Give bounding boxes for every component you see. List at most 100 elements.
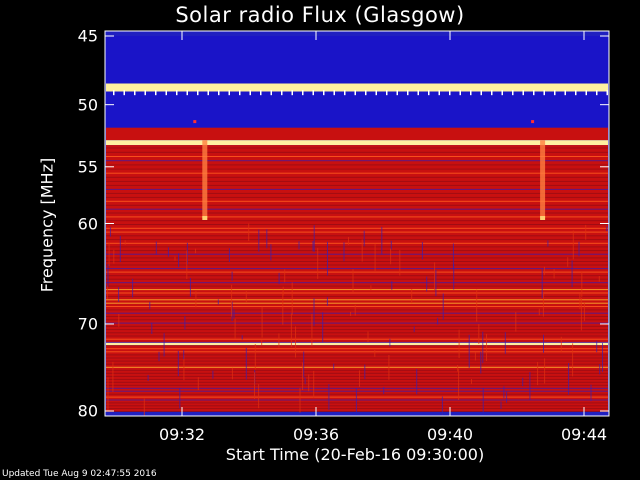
spectrum-line — [106, 227, 608, 229]
noise-streak — [147, 374, 149, 381]
band-tick — [144, 90, 146, 96]
noise-streak — [177, 350, 179, 377]
noise-streak — [441, 396, 443, 416]
noise-streak — [579, 293, 581, 310]
burst-spot — [531, 120, 535, 124]
noise-streak — [245, 347, 247, 380]
x-axis-label: Start Time (20-Feb-16 09:30:00) — [225, 445, 485, 464]
noise-streak — [231, 271, 233, 281]
noise-streak — [442, 293, 444, 320]
band-tick — [113, 90, 115, 96]
frequency-band — [106, 83, 608, 92]
band-tick — [438, 90, 440, 96]
spectrum-line — [106, 312, 608, 314]
noise-streak — [599, 364, 601, 375]
spectrogram-heatmap — [105, 31, 609, 416]
burst-column — [540, 140, 546, 219]
noise-streak — [388, 355, 390, 380]
band-tick — [218, 90, 220, 96]
spectrum-line — [106, 411, 608, 412]
spectrum-line — [106, 212, 608, 214]
noise-streak — [486, 333, 487, 361]
spectrum-line — [106, 242, 608, 244]
noise-streak — [167, 247, 169, 257]
noise-streak — [500, 401, 502, 409]
y-tick-label: 60 — [77, 214, 98, 233]
noise-streak — [598, 276, 600, 282]
spectrum-line — [106, 309, 608, 311]
noise-streak — [258, 384, 260, 409]
noise-streak — [270, 244, 272, 261]
noise-streak — [352, 269, 354, 293]
noise-streak — [106, 285, 108, 299]
noise-streak — [363, 230, 365, 247]
noise-streak — [538, 308, 540, 316]
noise-streak — [354, 304, 356, 316]
band-tick — [428, 90, 430, 96]
band-tick — [302, 90, 304, 96]
spectrum-line — [106, 357, 608, 359]
band-tick — [533, 90, 535, 96]
spectrum-line — [106, 338, 608, 340]
noise-streak — [112, 361, 114, 392]
spectrum-line — [106, 405, 608, 407]
spectrum-line — [106, 224, 608, 225]
y-tick-label: 55 — [77, 157, 98, 177]
spectrum-line — [106, 216, 608, 218]
frequency-band — [106, 36, 608, 54]
band-tick — [165, 90, 167, 96]
x-tick-label: 09:32 — [158, 425, 206, 444]
y-tick-label: 80 — [77, 401, 98, 421]
spectrum-line — [106, 302, 608, 304]
noise-streak — [413, 326, 415, 332]
noise-streak — [359, 370, 360, 387]
noise-streak — [567, 257, 569, 267]
spectrum-line — [106, 192, 608, 194]
band-tick — [291, 90, 293, 96]
noise-streak — [602, 342, 603, 372]
noise-streak — [578, 241, 580, 257]
band-tick — [564, 90, 566, 96]
spectrum-line — [106, 319, 608, 321]
noise-streak — [179, 388, 181, 409]
noise-streak — [195, 248, 196, 254]
noise-streak — [302, 362, 304, 390]
noise-streak — [231, 367, 233, 380]
band-tick — [596, 90, 598, 96]
band-tick — [186, 90, 188, 96]
noise-streak — [426, 276, 428, 292]
spectrum-line — [106, 176, 608, 178]
spectrum-line — [106, 278, 608, 280]
noise-streak — [370, 285, 372, 291]
noise-streak — [374, 350, 376, 357]
noise-streak — [284, 269, 286, 283]
spectrum-line — [106, 329, 608, 331]
band-tick — [491, 90, 493, 96]
noise-streak — [333, 363, 335, 370]
frequency-band — [106, 140, 608, 146]
noise-streak — [572, 343, 574, 377]
spectrum-line — [106, 289, 608, 291]
spectrum-line — [106, 335, 608, 337]
noise-streak — [189, 278, 191, 297]
noise-streak — [143, 398, 145, 416]
noise-streak — [107, 264, 109, 287]
band-tick — [501, 90, 503, 96]
noise-streak — [158, 351, 160, 362]
noise-streak — [553, 269, 555, 279]
noise-streak — [234, 318, 236, 339]
spectrum-line — [106, 332, 608, 334]
spectrum-line — [106, 360, 608, 362]
band-tick — [365, 90, 367, 96]
band-tick — [312, 90, 314, 96]
noise-streak — [411, 289, 413, 304]
x-tick-label: 09:44 — [560, 425, 608, 444]
noise-streak — [118, 287, 120, 302]
noise-streak — [572, 230, 574, 260]
noise-streak — [596, 340, 598, 353]
noise-streak — [542, 292, 544, 317]
noise-streak — [474, 352, 476, 361]
noise-streak — [437, 317, 439, 325]
band-tick — [407, 90, 409, 96]
noise-streak — [183, 355, 185, 381]
